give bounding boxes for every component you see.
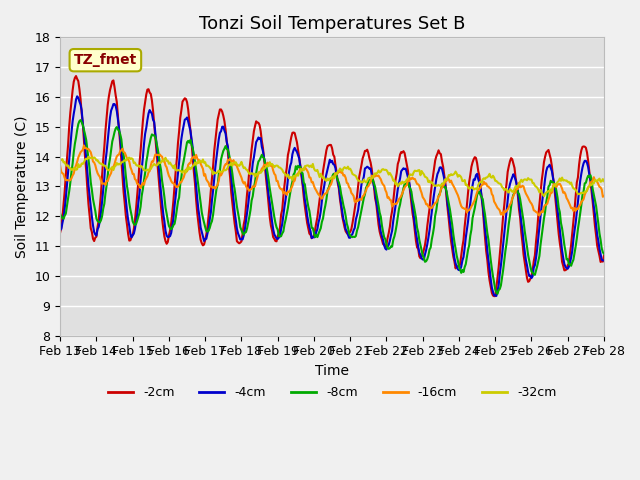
-2cm bbox=[440, 172, 448, 178]
Text: TZ_fmet: TZ_fmet bbox=[74, 53, 137, 67]
-2cm bbox=[56, 229, 64, 235]
Line: -4cm: -4cm bbox=[60, 96, 604, 296]
-32cm bbox=[452, 168, 460, 174]
-16cm bbox=[458, 205, 466, 211]
-16cm bbox=[536, 213, 543, 218]
-16cm bbox=[305, 170, 312, 176]
-16cm bbox=[440, 181, 448, 187]
-2cm bbox=[600, 253, 608, 259]
-2cm bbox=[72, 73, 80, 79]
-4cm bbox=[333, 173, 340, 179]
-4cm bbox=[600, 258, 608, 264]
-32cm bbox=[84, 154, 92, 160]
-4cm bbox=[305, 219, 312, 225]
-4cm bbox=[493, 293, 500, 299]
-16cm bbox=[600, 193, 608, 199]
-2cm bbox=[333, 169, 340, 175]
-32cm bbox=[333, 171, 340, 177]
Line: -2cm: -2cm bbox=[60, 76, 604, 296]
Line: -8cm: -8cm bbox=[60, 120, 604, 294]
-32cm bbox=[600, 178, 608, 184]
-16cm bbox=[577, 199, 585, 204]
Line: -32cm: -32cm bbox=[60, 157, 604, 196]
-8cm bbox=[577, 202, 585, 208]
X-axis label: Time: Time bbox=[315, 364, 349, 378]
-32cm bbox=[56, 156, 64, 162]
-8cm bbox=[305, 204, 312, 209]
Legend: -2cm, -4cm, -8cm, -16cm, -32cm: -2cm, -4cm, -8cm, -16cm, -32cm bbox=[103, 381, 561, 404]
-2cm bbox=[452, 265, 460, 271]
-8cm bbox=[452, 246, 460, 252]
Line: -16cm: -16cm bbox=[60, 145, 604, 216]
-32cm bbox=[305, 163, 312, 168]
-4cm bbox=[74, 94, 81, 99]
-32cm bbox=[440, 179, 448, 185]
Y-axis label: Soil Temperature (C): Soil Temperature (C) bbox=[15, 115, 29, 258]
-32cm bbox=[577, 190, 585, 196]
-2cm bbox=[305, 226, 312, 231]
-32cm bbox=[458, 178, 466, 184]
-8cm bbox=[600, 251, 608, 257]
-8cm bbox=[56, 211, 64, 216]
-2cm bbox=[577, 147, 585, 153]
-8cm bbox=[333, 173, 340, 179]
-2cm bbox=[490, 293, 498, 299]
-4cm bbox=[577, 171, 585, 177]
-8cm bbox=[77, 117, 84, 123]
-4cm bbox=[440, 176, 448, 181]
-4cm bbox=[56, 227, 64, 233]
-4cm bbox=[452, 260, 460, 266]
-16cm bbox=[333, 171, 340, 177]
-32cm bbox=[540, 193, 548, 199]
-4cm bbox=[458, 258, 466, 264]
-16cm bbox=[56, 163, 64, 169]
-8cm bbox=[440, 184, 448, 190]
-16cm bbox=[452, 187, 460, 193]
-2cm bbox=[458, 244, 466, 250]
-16cm bbox=[80, 143, 88, 148]
-8cm bbox=[493, 291, 501, 297]
-8cm bbox=[458, 267, 466, 273]
Title: Tonzi Soil Temperatures Set B: Tonzi Soil Temperatures Set B bbox=[199, 15, 465, 33]
